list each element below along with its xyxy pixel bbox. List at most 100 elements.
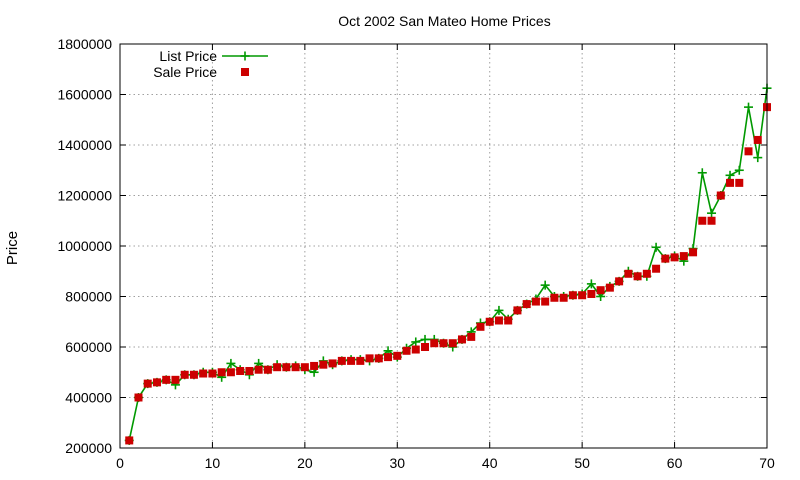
sale-price-point [356, 356, 365, 365]
sale-price-point [541, 297, 550, 306]
sale-price-point [162, 375, 171, 384]
sale-price-point [698, 216, 707, 225]
sale-price-point [642, 269, 651, 278]
sale-price-point [494, 316, 503, 325]
list-price-point [411, 337, 421, 347]
sale-price-point [189, 370, 198, 379]
sale-price-point [633, 272, 642, 281]
sale-price-point [171, 375, 180, 384]
x-tick-label: 60 [667, 455, 683, 471]
list-price-point [420, 334, 430, 344]
sale-price-point [457, 335, 466, 344]
list-price-point [226, 358, 236, 368]
sale-price-point [300, 363, 309, 372]
sale-price-point [679, 252, 688, 261]
sale-price-point [587, 289, 596, 298]
sale-price-point [670, 253, 679, 262]
sale-price-point [726, 178, 735, 187]
legend: List Price Sale Price [153, 48, 268, 80]
sale-price-point [735, 178, 744, 187]
y-axis-label: Price [4, 231, 21, 265]
sale-price-point [402, 346, 411, 355]
sale-price-point [522, 300, 531, 309]
plot-series [124, 83, 772, 445]
legend-label-sale-price: Sale Price [153, 64, 217, 80]
x-tick-label: 40 [482, 455, 498, 471]
list-price-point [707, 208, 717, 218]
y-tick-label: 200000 [65, 440, 112, 456]
x-tick-label: 10 [205, 455, 221, 471]
sale-price-point [199, 369, 208, 378]
sale-price-point [559, 293, 568, 302]
legend-label-list-price: List Price [159, 48, 217, 64]
list-price-point [744, 102, 754, 112]
x-tick-label: 0 [116, 455, 124, 471]
sale-price-point [263, 365, 272, 374]
list-price-point [753, 153, 763, 163]
sale-price-point [254, 365, 263, 374]
list-price-point [725, 170, 735, 180]
list-price-point [494, 305, 504, 315]
sale-price-point [476, 322, 485, 331]
sale-price-point [273, 363, 282, 372]
list-price-point [651, 242, 661, 252]
list-price-point [697, 168, 707, 178]
sale-price-point [125, 436, 134, 445]
y-tick-label: 600000 [65, 339, 112, 355]
y-tick-label: 1600000 [57, 87, 112, 103]
sale-price-point [411, 345, 420, 354]
sale-price-point [310, 361, 319, 370]
sale-price-point [319, 360, 328, 369]
sale-price-point [513, 306, 522, 315]
sale-price-point [596, 286, 605, 295]
list-price-point [734, 165, 744, 175]
sale-price-point [384, 353, 393, 362]
sale-price-point [134, 393, 143, 402]
sale-price-point [652, 264, 661, 273]
sale-price-point [615, 277, 624, 286]
sale-price-point [707, 216, 716, 225]
sale-price-point [448, 339, 457, 348]
y-tick-label: 400000 [65, 390, 112, 406]
series-sale-price [125, 103, 771, 445]
sale-price-point [716, 191, 725, 200]
x-tick-label: 50 [574, 455, 590, 471]
sale-price-point [152, 378, 161, 387]
sale-price-point [485, 317, 494, 326]
sale-price-point [374, 354, 383, 363]
sale-price-point [661, 254, 670, 263]
sale-price-point [421, 343, 430, 351]
sale-price-point [568, 291, 577, 300]
list-price-point [540, 280, 550, 290]
sale-price-point [550, 293, 559, 302]
sale-price-point [467, 332, 476, 341]
sale-price-point [226, 368, 235, 377]
legend-marker-list-price [240, 51, 250, 61]
sale-price-point [282, 363, 291, 372]
sale-price-point [208, 369, 217, 378]
y-tick-label: 1200000 [57, 188, 112, 204]
sale-price-point [143, 379, 152, 388]
sale-price-point [217, 368, 226, 377]
list-price-line [128, 88, 768, 441]
chart-title: Oct 2002 San Mateo Home Prices [338, 13, 550, 29]
sale-price-point [347, 356, 356, 365]
sale-price-point [578, 291, 587, 300]
sale-price-point [180, 370, 189, 379]
sale-price-point [430, 339, 439, 348]
legend-marker-sale-price [241, 68, 249, 76]
sale-price-point [337, 356, 346, 365]
sale-price-point [504, 316, 513, 325]
axis-ticks: 0 10 20 30 40 50 60 70 200000 400000 600000 800000 1… [57, 36, 775, 471]
sale-price-point [236, 366, 245, 375]
y-tick-label: 1400000 [57, 137, 112, 153]
sale-price-point [291, 363, 300, 372]
sale-price-point [744, 147, 753, 156]
sale-price-point [531, 297, 540, 306]
sale-price-point [245, 366, 254, 375]
y-tick-label: 800000 [65, 289, 112, 305]
x-tick-label: 20 [297, 455, 313, 471]
y-tick-label: 1000000 [57, 238, 112, 254]
sale-price-point [753, 135, 762, 144]
